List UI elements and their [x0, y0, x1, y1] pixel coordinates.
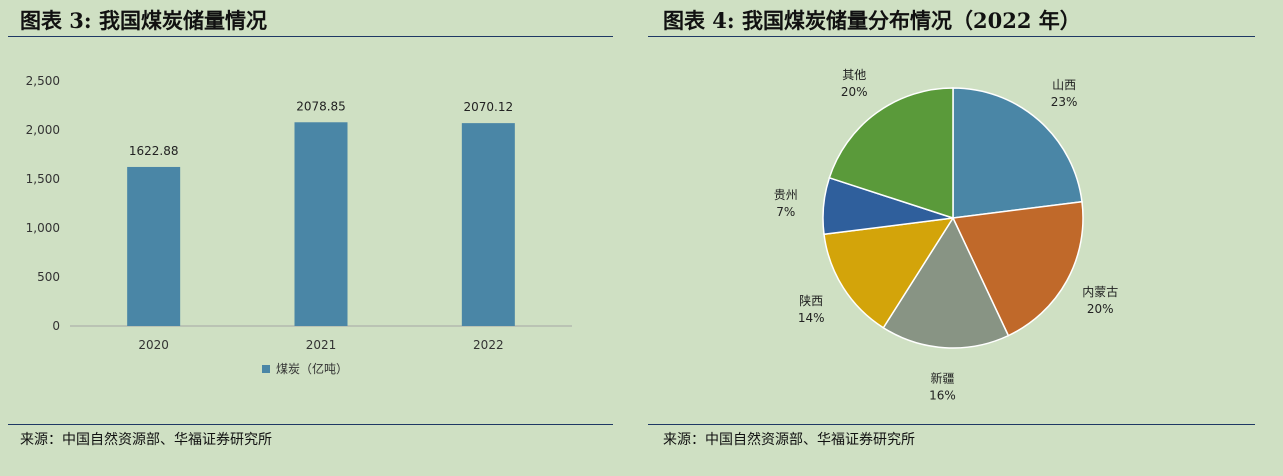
legend-swatch: [262, 365, 270, 373]
pie-slice: [828, 87, 954, 220]
data-label: 2070.12: [464, 100, 514, 114]
bar-chart: 0 500 1,000 1,500 2,000 2,500 1622.88 2078.85 2…: [26, 74, 572, 376]
figure-4-top-rule: [648, 36, 1255, 37]
slice-percent: 20%: [1087, 302, 1114, 316]
x-tick-label: 2020: [138, 338, 169, 352]
y-tick-label: 500: [37, 270, 60, 284]
y-tick-label: 1,000: [26, 221, 60, 235]
slice-percent: 16%: [929, 389, 956, 403]
y-tick-label: 2,500: [26, 74, 60, 88]
pie-slice: [951, 200, 1084, 337]
figure-3-source: 来源：中国自然资源部、华福证券研究所: [20, 432, 272, 448]
pie-chart: 山西 23% 内蒙古 20% 新疆 16% 陕西 14% 贵州 7% 其他 20%: [774, 68, 1118, 403]
bar: [294, 122, 348, 326]
figure-4-source: 来源：中国自然资源部、华福证券研究所: [663, 432, 915, 448]
figure-3-bottom-rule: [8, 424, 613, 425]
slice-label: 陕西: [799, 293, 823, 308]
y-tick-label: 0: [52, 319, 60, 333]
slice-percent: 7%: [776, 205, 795, 219]
x-tick-label: 2021: [306, 338, 337, 352]
slice-percent: 23%: [1051, 95, 1078, 109]
data-label: 1622.88: [129, 144, 179, 158]
slice-label: 内蒙古: [1082, 284, 1118, 299]
slice-percent: 20%: [841, 85, 868, 99]
slice-label: 其他: [842, 68, 866, 82]
slice-label: 贵州: [774, 188, 798, 202]
slice-label: 新疆: [930, 371, 954, 386]
figure-3-top-rule: [8, 36, 613, 37]
y-tick-label: 1,500: [26, 172, 60, 186]
data-label: 2078.85: [296, 99, 346, 113]
pie-slice: [882, 216, 1010, 349]
x-tick-label: 2022: [473, 338, 504, 352]
pie-slice: [952, 87, 1083, 219]
figure-4-title: 图表 4: 我国煤炭储量分布情况（2022 年）: [663, 8, 1081, 33]
figure-4-bottom-rule: [648, 424, 1255, 425]
slice-percent: 14%: [798, 311, 825, 325]
pie-slice: [823, 217, 955, 329]
figure-3-title: 图表 3: 我国煤炭储量情况: [20, 8, 267, 33]
legend-label: 煤炭（亿吨）: [276, 361, 348, 376]
bar: [127, 166, 181, 326]
slice-label: 山西: [1052, 78, 1076, 92]
bar: [461, 123, 515, 327]
y-tick-label: 2,000: [26, 123, 60, 137]
